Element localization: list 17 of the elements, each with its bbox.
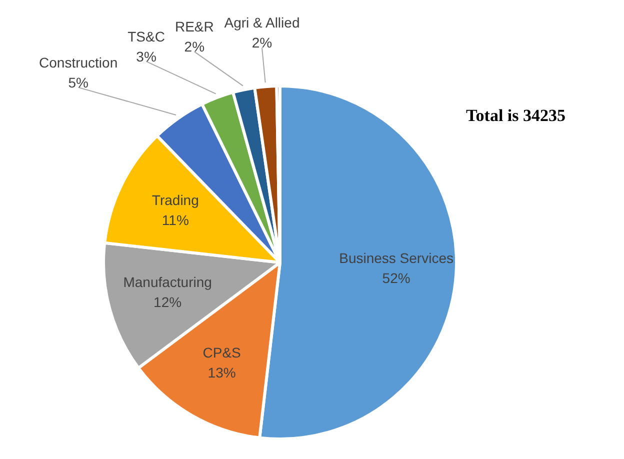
slice-label: Trading — [152, 192, 199, 208]
slice-label: Construction — [39, 54, 118, 70]
slice-label: Business Services — [339, 250, 454, 266]
data-label: 11% — [162, 212, 189, 228]
slice-label: Agri & Allied — [224, 14, 300, 31]
data-label: 2% — [252, 34, 272, 51]
data-label: 3% — [136, 48, 156, 64]
slice-label: CP&S — [202, 344, 241, 360]
data-label: 5% — [68, 74, 88, 90]
data-label: 13% — [208, 364, 236, 380]
slice-label: TS&C — [128, 28, 165, 44]
data-label: 52% — [382, 270, 410, 286]
data-label: 12% — [154, 294, 182, 310]
slice-label: Manufacturing — [123, 274, 212, 290]
data-label: 2% — [184, 38, 205, 55]
slice-label: RE&R — [174, 18, 214, 35]
text: Total is 34235 — [466, 106, 566, 126]
